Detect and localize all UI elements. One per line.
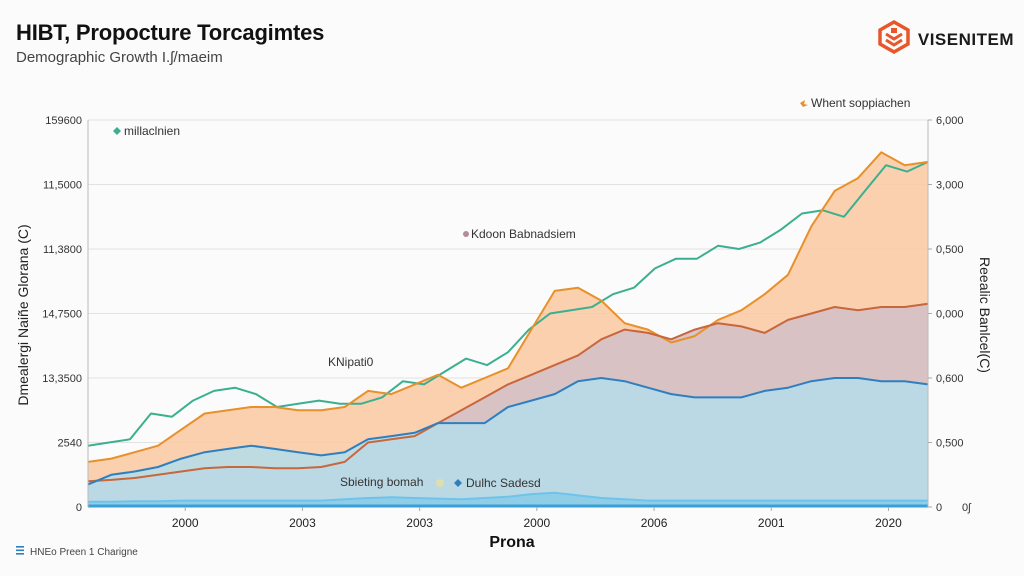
yellow-dot-icon <box>436 479 444 487</box>
annotation-dulhc-sadesd: Dulhc Sadesd <box>454 476 541 490</box>
y-tick-label: 159600 <box>45 115 82 127</box>
y2-tick-label: 0,000 <box>936 309 964 321</box>
y-tick-label: 14,7500 <box>42 309 82 321</box>
x-tick-labels: 2000 2003 2003 2000 2006 2001 2020 <box>172 507 902 530</box>
annotation-millaclnien: millaclnien <box>113 124 180 138</box>
teal-diamond-icon <box>113 127 121 135</box>
footnote-text: HNEo Preen 1 Charigne <box>30 546 138 558</box>
mauve-dot-icon <box>463 231 469 237</box>
annotation-text: millaclnien <box>124 124 180 138</box>
y2-tick-label: 0,500 <box>936 244 964 256</box>
y2-tick-labels: 0 0,500 0,600 0,000 0,500 3,000 6,000 0ʃ <box>928 115 972 514</box>
y-tick-label: 13,3500 <box>42 373 82 385</box>
annotation-text: Whent soppiachen <box>811 96 910 110</box>
annotation-text: KNipati0 <box>328 355 374 369</box>
brand-logo: VISENITEM <box>878 19 1014 59</box>
y2-axis-label: Reealic Banlcel(C) <box>977 257 993 373</box>
y-tick-label: 2540 <box>58 438 82 450</box>
y-axis-label: Dmealergi Naiñe Glorana (C) <box>15 224 31 405</box>
annotation-sbieting-bomah: Sbieting bomah <box>340 475 444 489</box>
annotation-text: Sbieting bomah <box>340 475 423 489</box>
line-series <box>87 151 929 508</box>
x-tick-label: 2000 <box>172 516 199 530</box>
annotation-knipati0: KNipati0 <box>328 355 374 369</box>
hexagon-cube-logo-icon <box>878 19 910 59</box>
series-line-whent-soppiachen <box>87 151 929 463</box>
annotation-text: Kdoon Babnadsiem <box>471 227 576 241</box>
brand-name: VISENITEM <box>917 29 1014 49</box>
orange-leaf-icon <box>800 100 808 107</box>
x-tick-label: 2020 <box>875 516 902 530</box>
y2-tick-label: 0 <box>936 502 942 514</box>
annotation-kdoon-babnadsiem: Kdoon Babnadsiem <box>463 227 576 241</box>
chart-title: HIBT, Propocture Torcagimtes <box>16 20 325 45</box>
area-fill-sbieting-bomah <box>88 492 928 507</box>
x-tick-label: 2000 <box>523 516 550 530</box>
y-tick-label: 0 <box>76 502 82 514</box>
y2-tick-label: 0,500 <box>936 438 964 450</box>
y2-tick-label: 0,600 <box>936 373 964 385</box>
blue-diamond-icon <box>454 479 462 487</box>
x-tick-label: 2006 <box>641 516 668 530</box>
y2-tick-label: 3,000 <box>936 180 964 192</box>
x-tick-label: 2001 <box>758 516 785 530</box>
series-line-millaclnien <box>87 160 929 447</box>
area-series <box>88 152 928 508</box>
series-line-dulhc-sadesd <box>87 377 929 486</box>
y-tick-label: 11,3800 <box>43 244 82 256</box>
y2-extra-label: 0ʃ <box>962 502 972 514</box>
x-tick-label: 2003 <box>289 516 316 530</box>
x-tick-label: 2003 <box>406 516 433 530</box>
footnote: HNEo Preen 1 Charigne <box>16 546 138 558</box>
x-axis-label: Prona <box>489 534 534 551</box>
y-tick-label: 11,5000 <box>43 180 82 192</box>
annotation-whent-soppiachen: Whent soppiachen <box>800 96 910 110</box>
y2-tick-label: 6,000 <box>936 115 964 127</box>
y-tick-labels: 0 2540 13,3500 14,7500 11,3800 11,5000 159600 <box>42 115 82 514</box>
series-line-kdoon-babnadsiem <box>87 302 929 483</box>
series-line-sbieting-bomah <box>88 491 928 503</box>
chart-subtitle: Demographic Growth I.ʃ/maeim <box>16 49 223 66</box>
area-fill-dulhc-sadesd <box>88 378 928 507</box>
annotation-text: Dulhc Sadesd <box>466 476 541 490</box>
list-icon <box>16 546 26 558</box>
